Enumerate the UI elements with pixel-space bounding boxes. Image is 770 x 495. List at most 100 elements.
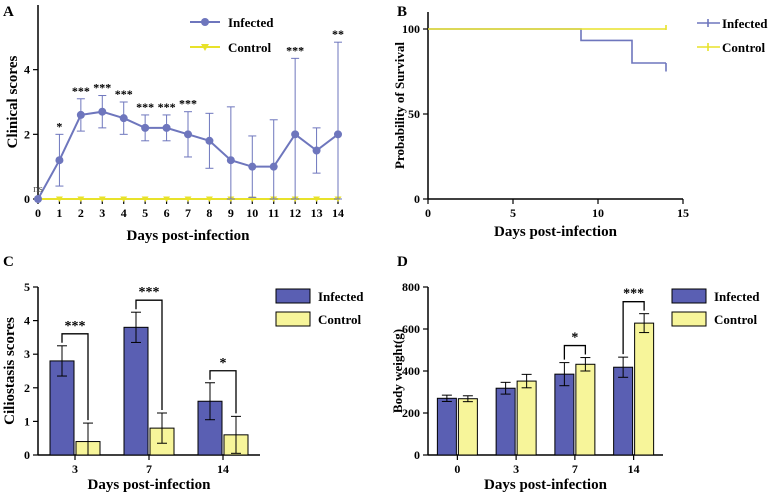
panel-a-x-tick-label: 13 — [311, 206, 323, 220]
panel-a-significance-label: *** — [158, 100, 176, 114]
panel-d-y-tick-label: 600 — [402, 322, 420, 336]
panel-b-legend: Infected Control — [697, 16, 768, 55]
panel-c-legend-control-label: Control — [318, 312, 361, 327]
panel-a-infected-point — [76, 110, 85, 119]
panel-a-legend-control-label: Control — [228, 40, 271, 55]
panel-a-significance-label: *** — [72, 84, 90, 98]
panel-b-survival: B Probability of Survival Days post-infe… — [392, 4, 768, 240]
panel-a-control-point — [184, 196, 192, 202]
panel-a-significance-label: * — [56, 119, 62, 133]
panel-c-significance-bracket — [209, 370, 237, 414]
panel-a-legend-infected-marker — [201, 18, 209, 26]
panel-d-legend-control-swatch — [671, 311, 707, 327]
panel-c-ciliostasis: C Ciliostasis scores Days post-infection… — [2, 254, 364, 493]
panel-a-infected-point — [55, 156, 64, 165]
panel-a-significance-label: *** — [286, 43, 304, 57]
panel-a-control-point — [98, 196, 106, 202]
panel-a-y-tick-label: 2 — [24, 127, 30, 141]
panel-a-x-axis-title: Days post-infection — [127, 228, 251, 244]
panel-a-infected-point — [119, 114, 128, 123]
panel-a-legend: Infected Control — [190, 15, 274, 55]
panel-c-y-tick-label: 2 — [24, 381, 30, 395]
panel-a-control-point — [120, 196, 128, 202]
panel-d-infected-bar — [554, 373, 575, 456]
panel-a-control-point — [141, 196, 149, 202]
panel-b-legend-infected-label: Infected — [722, 16, 768, 31]
panel-d-infected-bar — [613, 366, 634, 456]
panel-a-y-tick-label: 4 — [24, 63, 30, 77]
panel-a-infected-point — [162, 123, 171, 132]
panel-c-y-tick-label: 0 — [24, 448, 30, 462]
panel-c-letter: C — [3, 254, 14, 270]
panel-a-infected-point — [291, 130, 300, 139]
panel-c-y-tick-label: 1 — [24, 414, 30, 428]
panel-b-legend-control-label: Control — [722, 40, 765, 55]
panel-c-infected-bar — [49, 360, 75, 456]
panel-a-infected-point — [98, 107, 107, 116]
panel-d-significance-bracket — [622, 301, 645, 355]
panel-a-letter: A — [3, 4, 14, 20]
panel-b-x-axis-title: Days post-infection — [494, 224, 618, 240]
panel-a-infected-point — [205, 136, 214, 145]
panel-c-significance-bracket — [61, 333, 89, 421]
panel-d-y-tick-label: 400 — [402, 364, 420, 378]
panel-a-x-tick-label: 14 — [332, 206, 344, 220]
panel-a-significance-label: *** — [179, 97, 197, 111]
panel-a-x-tick-label: 2 — [78, 206, 84, 220]
panel-c-y-tick-label: 3 — [24, 347, 30, 361]
panel-a-infected-point — [269, 162, 278, 171]
panel-a-x-tick-label: 6 — [164, 206, 170, 220]
panel-c-y-tick-label: 4 — [24, 314, 30, 328]
panel-b-x-tick-label: 0 — [425, 206, 431, 220]
panel-d-x-tick-label: 14 — [628, 462, 640, 476]
panel-d-legend-infected-swatch — [671, 288, 707, 304]
panel-b-x-tick-label: 15 — [677, 206, 689, 220]
panel-d-x-tick-label: 7 — [572, 462, 578, 476]
panel-c-legend: Infected Control — [275, 288, 364, 327]
panel-c-y-tick-label: 5 — [24, 280, 30, 294]
panel-c-significance-label: * — [220, 356, 227, 371]
panel-d-y-axis-title: Body weight(g) — [390, 329, 405, 413]
panel-c-y-axis-title: Ciliostasis scores — [2, 317, 18, 425]
panel-c-legend-infected-swatch — [275, 288, 311, 304]
panel-d-infected-bar — [495, 387, 516, 456]
panel-a-x-tick-label: 10 — [246, 206, 258, 220]
panel-a-y-tick-label: 0 — [24, 192, 30, 206]
panel-a-x-tick-label: 5 — [142, 206, 148, 220]
panel-a-significance-label: *** — [93, 81, 111, 95]
panel-a-significance-label: ns — [33, 183, 43, 195]
panel-c-infected-bar — [123, 326, 149, 456]
panel-b-letter: B — [397, 4, 407, 20]
panel-a-infected-point — [226, 156, 235, 165]
panel-a-x-tick-label: 7 — [185, 206, 191, 220]
panel-d-significance-label: * — [571, 331, 578, 346]
panel-b-y-axis-title: Probability of Survival — [392, 42, 407, 169]
panel-a-infected-point — [141, 123, 150, 132]
panel-a-x-tick-label: 11 — [268, 206, 279, 220]
panel-d-body-weight: D Body weight(g) Days post-infection Inf… — [390, 254, 760, 493]
panel-a-x-tick-label: 9 — [228, 206, 234, 220]
panel-c-x-tick-label: 14 — [217, 462, 229, 476]
panel-a-clinical-scores: A Clinical scores Days post-infection In… — [3, 4, 344, 244]
panel-d-x-tick-label: 0 — [454, 462, 460, 476]
panel-d-legend: Infected Control — [671, 288, 760, 327]
panel-d-legend-control-label: Control — [714, 312, 757, 327]
panel-a-control-point — [55, 196, 63, 202]
panel-a-x-tick-label: 4 — [121, 206, 127, 220]
panel-b-y-tick-label: 100 — [402, 22, 420, 36]
panel-d-letter: D — [397, 254, 408, 270]
panel-a-control-point — [205, 196, 213, 202]
panel-a-significance-label: ** — [332, 27, 344, 41]
panel-a-significance-label: *** — [136, 100, 154, 114]
panel-b-x-tick-label: 10 — [592, 206, 604, 220]
panel-a-legend-control-marker — [201, 44, 209, 51]
panel-d-control-bar — [457, 398, 478, 456]
panel-c-x-tick-label: 3 — [72, 462, 78, 476]
panel-a-control-point — [77, 196, 85, 202]
panel-d-y-tick-label: 0 — [414, 448, 420, 462]
panel-c-significance-label: *** — [65, 319, 86, 334]
panel-d-y-tick-label: 200 — [402, 406, 420, 420]
panel-a-infected-point — [184, 130, 192, 139]
panel-d-control-bar — [634, 322, 655, 456]
